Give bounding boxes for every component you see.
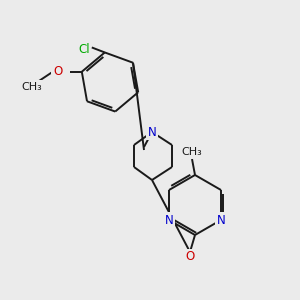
Text: Cl: Cl [78,43,90,56]
Text: CH₃: CH₃ [21,82,42,92]
Text: N: N [217,214,225,226]
Text: N: N [148,125,156,139]
Text: N: N [165,214,173,226]
Text: O: O [53,65,62,78]
Text: O: O [185,250,195,263]
Text: CH₃: CH₃ [182,147,203,157]
